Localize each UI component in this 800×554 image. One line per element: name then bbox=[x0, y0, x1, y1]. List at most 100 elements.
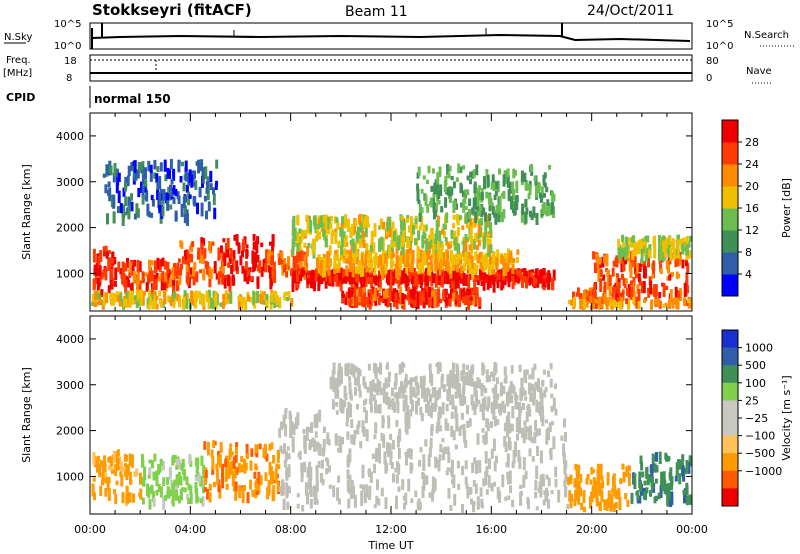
velocity-cell bbox=[626, 499, 630, 507]
power-cell bbox=[214, 182, 218, 190]
power-cell bbox=[498, 206, 502, 215]
power-cell bbox=[180, 241, 184, 249]
power-cell bbox=[230, 265, 234, 275]
power-cell bbox=[341, 216, 345, 225]
power-cell bbox=[547, 276, 551, 290]
power-cell bbox=[396, 266, 400, 281]
velocity-cell bbox=[195, 487, 199, 493]
power-cell bbox=[93, 264, 97, 276]
velocity-cell bbox=[537, 378, 540, 392]
power-cell bbox=[668, 274, 672, 281]
power-cell bbox=[638, 263, 642, 272]
station-title: Stokkseyri (fitACF) bbox=[92, 1, 252, 19]
velocity-cell bbox=[224, 475, 228, 482]
power-cell bbox=[651, 273, 655, 279]
power-cell bbox=[151, 300, 155, 310]
power-cell bbox=[179, 176, 183, 183]
power-cell bbox=[396, 236, 400, 248]
power-cell bbox=[242, 238, 246, 253]
power-cell bbox=[390, 227, 394, 237]
power-cell bbox=[616, 297, 620, 302]
velocity-cell bbox=[482, 478, 486, 487]
velocity-cell bbox=[650, 464, 654, 477]
power-y-axis-label: Slant Range [km] bbox=[20, 164, 33, 260]
velocity-cell bbox=[179, 475, 183, 486]
power-cell bbox=[617, 247, 621, 259]
velocity-cell bbox=[655, 465, 659, 473]
velocity-cell bbox=[465, 483, 469, 489]
velocity-cell bbox=[356, 403, 359, 410]
velocity-cell bbox=[463, 430, 467, 439]
power-cell bbox=[308, 278, 312, 283]
power-cell bbox=[140, 181, 143, 193]
power-cell bbox=[166, 200, 170, 211]
power-cell bbox=[183, 205, 187, 217]
power-cell bbox=[126, 175, 130, 187]
power-cell bbox=[346, 218, 350, 226]
power-cell bbox=[195, 271, 199, 283]
velocity-cell bbox=[285, 491, 289, 499]
power-cell bbox=[508, 253, 512, 264]
velocity-cell bbox=[180, 463, 184, 472]
power-cell bbox=[642, 265, 646, 279]
velocity-cell bbox=[552, 436, 556, 450]
power-cell bbox=[470, 256, 474, 269]
power-cell bbox=[201, 167, 205, 179]
power-cell bbox=[491, 174, 495, 183]
power-cell bbox=[409, 290, 413, 297]
velocity-cell bbox=[246, 492, 250, 504]
power-cell bbox=[212, 300, 216, 310]
velocity-cell bbox=[203, 441, 207, 450]
power-cell bbox=[642, 245, 645, 254]
power-cell bbox=[653, 284, 657, 297]
power-cell bbox=[141, 172, 145, 185]
velocity-cell bbox=[385, 463, 389, 472]
power-cell bbox=[430, 264, 434, 271]
power-cell bbox=[367, 276, 371, 283]
velocity-cell bbox=[386, 362, 389, 370]
velocity-cell bbox=[549, 363, 553, 370]
velocity-cell bbox=[115, 451, 119, 462]
power-cell bbox=[256, 291, 260, 303]
power-cell bbox=[348, 270, 352, 285]
velocity-cell bbox=[272, 454, 276, 464]
velocity-cell bbox=[126, 465, 129, 474]
power-cell bbox=[410, 270, 414, 285]
power-cell bbox=[296, 239, 300, 252]
power-cell bbox=[384, 298, 388, 306]
velocity-cell bbox=[387, 382, 391, 388]
power-cell bbox=[443, 231, 446, 238]
power-cell bbox=[649, 280, 653, 295]
power-cell bbox=[120, 273, 124, 279]
power-cell bbox=[98, 265, 102, 275]
power-cell bbox=[399, 286, 403, 297]
velocity-cell bbox=[403, 380, 407, 394]
velocity-cell bbox=[300, 468, 304, 482]
velocity-cell bbox=[350, 434, 354, 444]
velocity-cell bbox=[529, 395, 533, 402]
velocity-cell bbox=[517, 450, 521, 462]
velocity-cell bbox=[589, 479, 593, 485]
velocity-cell bbox=[473, 406, 477, 416]
velocity-cell bbox=[505, 391, 509, 405]
power-cell bbox=[424, 268, 428, 281]
power-cell bbox=[651, 287, 655, 296]
power-cell bbox=[294, 256, 298, 270]
power-cell bbox=[475, 264, 479, 270]
power-cell bbox=[317, 277, 321, 291]
velocity-cell bbox=[232, 481, 236, 492]
power-cell bbox=[177, 159, 181, 173]
velocity-cell bbox=[681, 454, 685, 463]
velocity-cell bbox=[202, 484, 205, 494]
power-cell bbox=[676, 259, 680, 267]
power-cell bbox=[548, 202, 552, 216]
power-cell bbox=[373, 261, 377, 276]
velocity-cell bbox=[354, 377, 357, 386]
velocity-cell bbox=[470, 378, 474, 387]
power-cell bbox=[529, 210, 532, 218]
power-cell bbox=[127, 165, 131, 177]
power-cell bbox=[208, 241, 211, 251]
power-cell bbox=[537, 183, 541, 191]
power-cell bbox=[533, 176, 537, 181]
